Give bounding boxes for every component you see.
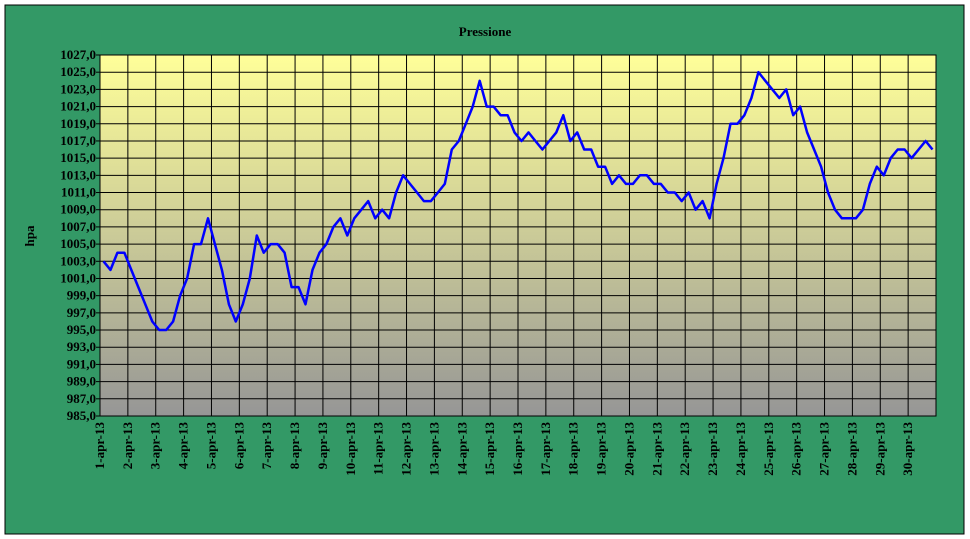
y-tick-label: 989,0	[67, 374, 96, 389]
x-tick-label: 3-apr-13	[148, 422, 163, 470]
y-tick-label: 993,0	[67, 339, 96, 354]
y-tick-label: 1007,0	[60, 219, 96, 234]
x-tick-label: 26-apr-13	[789, 422, 804, 476]
x-tick-label: 5-apr-13	[203, 422, 218, 470]
y-tick-label: 1019,0	[60, 116, 96, 131]
y-tick-label: 987,0	[67, 391, 96, 406]
x-tick-label: 12-apr-13	[399, 422, 414, 476]
y-tick-label: 1001,0	[60, 270, 96, 285]
x-tick-label: 8-apr-13	[287, 422, 302, 470]
x-tick-label: 9-apr-13	[315, 422, 330, 470]
y-tick-label: 995,0	[67, 322, 96, 337]
x-tick-label: 6-apr-13	[231, 422, 246, 470]
y-tick-label: 1017,0	[60, 133, 96, 148]
y-tick-label: 999,0	[67, 288, 96, 303]
x-tick-label: 29-apr-13	[872, 422, 887, 476]
x-tick-label: 16-apr-13	[510, 422, 525, 476]
x-tick-label: 7-apr-13	[259, 422, 274, 470]
y-tick-label: 997,0	[67, 305, 96, 320]
x-tick-label: 18-apr-13	[566, 422, 581, 476]
x-tick-label: 15-apr-13	[482, 422, 497, 476]
x-tick-label: 20-apr-13	[621, 422, 636, 476]
x-tick-label: 22-apr-13	[677, 422, 692, 476]
x-tick-label: 4-apr-13	[176, 422, 191, 470]
x-tick-label: 1-apr-13	[92, 422, 107, 470]
plot-border	[99, 54, 937, 417]
y-tick-label: 1021,0	[60, 99, 96, 114]
y-tick-label: 985,0	[67, 408, 96, 423]
y-tick-label: 1003,0	[60, 253, 96, 268]
y-tick-label: 1009,0	[60, 202, 96, 217]
y-tick-label: 1013,0	[60, 167, 96, 182]
x-tick-label: 17-apr-13	[538, 422, 553, 476]
y-axis-label: hpa	[22, 225, 37, 246]
x-tick-label: 2-apr-13	[120, 422, 135, 470]
y-tick-label: 1027,0	[60, 47, 96, 62]
x-tick-label: 14-apr-13	[454, 422, 469, 476]
x-tick-label: 21-apr-13	[649, 422, 664, 476]
y-tick-label: 1005,0	[60, 236, 96, 251]
y-tick-label: 1025,0	[60, 64, 96, 79]
x-tick-label: 10-apr-13	[343, 422, 358, 476]
x-tick-label: 28-apr-13	[844, 422, 859, 476]
x-tick-label: 30-apr-13	[900, 422, 915, 476]
y-tick-label: 1023,0	[60, 81, 96, 96]
x-tick-label: 11-apr-13	[371, 422, 386, 475]
x-tick-label: 25-apr-13	[761, 422, 776, 476]
x-tick-label: 13-apr-13	[426, 422, 441, 476]
y-tick-label: 991,0	[67, 356, 96, 371]
x-tick-label: 19-apr-13	[594, 422, 609, 476]
x-tick-label: 24-apr-13	[733, 422, 748, 476]
x-tick-label: 23-apr-13	[705, 422, 720, 476]
y-tick-label: 1011,0	[61, 185, 96, 200]
data-line	[102, 70, 934, 332]
x-tick-label: 27-apr-13	[817, 422, 832, 476]
y-tick-label: 1015,0	[60, 150, 96, 165]
chart-title: Pressione	[459, 24, 512, 39]
